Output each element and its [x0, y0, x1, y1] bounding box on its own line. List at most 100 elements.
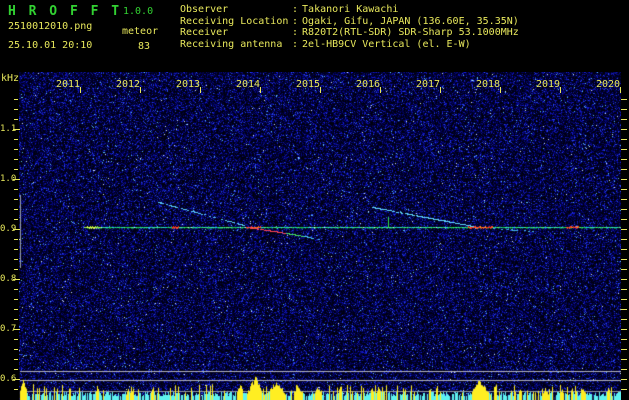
y-axis-tick-minor: [14, 209, 18, 210]
right-axis-tick: [621, 259, 627, 260]
right-axis-tick: [621, 209, 627, 210]
metadata-value: Takanori Kawachi: [302, 4, 399, 15]
y-axis-tick-minor: [14, 99, 18, 100]
station-metadata: Observer: Takanori Kawachi Receiving Locat…: [180, 4, 519, 50]
right-axis-tick: [621, 149, 627, 150]
x-axis-tick: [80, 87, 81, 93]
y-axis-tick-major: [13, 379, 20, 380]
y-axis-tick-minor: [14, 349, 18, 350]
x-axis-tick: [440, 87, 441, 93]
right-axis-tick: [621, 349, 627, 350]
right-axis-tick: [621, 129, 627, 130]
right-axis-tick: [621, 219, 627, 220]
x-axis-label: 2017: [415, 79, 441, 90]
y-axis-tick-major: [13, 229, 20, 230]
x-axis-label: 2012: [115, 79, 141, 90]
metadata-label: Receiving antenna: [180, 38, 283, 50]
x-axis-label: 2020: [595, 79, 621, 90]
x-axis-label: 2016: [355, 79, 381, 90]
right-axis-tick: [621, 289, 627, 290]
y-axis-tick-minor: [14, 149, 18, 150]
y-axis-tick-major: [13, 129, 20, 130]
right-axis-tick: [621, 369, 627, 370]
y-axis-label: 0.9: [0, 224, 17, 234]
y-axis-tick-minor: [14, 189, 18, 190]
metadata-row: Receiving Location: Ogaki, Gifu, JAPAN (1…: [180, 16, 519, 28]
y-axis-label: 1.1: [0, 124, 17, 134]
metadata-colon: :: [292, 38, 299, 50]
x-axis-label: 2011: [55, 79, 81, 90]
right-axis-tick: [621, 329, 627, 330]
y-axis-tick-minor: [14, 169, 18, 170]
metadata-colon: :: [292, 4, 299, 15]
x-axis-tick: [560, 87, 561, 93]
y-axis-tick-major: [13, 179, 20, 180]
y-axis-label: 1.0: [0, 174, 17, 184]
x-axis-tick: [320, 87, 321, 93]
metadata-row: Observer: Takanori Kawachi: [180, 4, 519, 16]
right-axis-tick: [621, 309, 627, 310]
right-axis-tick: [621, 159, 627, 160]
right-axis-tick: [621, 239, 627, 240]
right-axis-tick: [621, 99, 627, 100]
x-axis-tick: [200, 87, 201, 93]
metadata-value: Ogaki, Gifu, JAPAN (136.60E, 35.35N): [302, 15, 519, 27]
mode-label: meteor: [122, 26, 159, 37]
y-axis-tick-minor: [14, 389, 18, 390]
y-axis-tick-minor: [14, 319, 18, 320]
y-axis-tick-minor: [14, 249, 18, 250]
x-axis-label: 2018: [475, 79, 501, 90]
metadata-colon: :: [292, 27, 299, 38]
y-axis-tick-minor: [14, 139, 18, 140]
y-axis-tick-minor: [14, 369, 18, 370]
right-axis-tick: [621, 249, 627, 250]
metadata-label: Receiver: [180, 27, 229, 38]
y-axis-tick-minor: [14, 339, 18, 340]
y-axis-tick-minor: [14, 119, 18, 120]
echo-count: 83: [138, 41, 151, 52]
right-axis-tick: [621, 189, 627, 190]
right-axis-tick: [621, 319, 627, 320]
y-axis-tick-minor: [14, 159, 18, 160]
x-axis-tick: [500, 87, 501, 93]
y-axis-tick-major: [13, 279, 20, 280]
y-axis-tick-minor: [14, 199, 18, 200]
y-axis-tick-minor: [14, 309, 18, 310]
metadata-row: Receiver: R820T2(RTL-SDR) SDR-Sharp 53.10…: [180, 27, 519, 39]
spectrogram-canvas: [19, 72, 621, 400]
right-axis-tick: [621, 139, 627, 140]
y-axis-tick-minor: [14, 299, 18, 300]
right-axis-tick: [621, 299, 627, 300]
right-axis-tick: [621, 179, 627, 180]
x-axis-label: 2015: [295, 79, 321, 90]
metadata-row: Receiving antenna:2el-HB9CV Vertical (el…: [180, 39, 519, 51]
y-axis-unit-label: kHz: [1, 73, 20, 84]
metadata-label: Receiving Location: [180, 15, 289, 27]
right-axis-tick: [621, 119, 627, 120]
y-axis-tick-minor: [14, 239, 18, 240]
x-axis-tick: [380, 87, 381, 93]
observation-timestamp: 25.10.01 20:10: [8, 40, 93, 51]
right-axis-tick: [621, 379, 627, 380]
y-axis-tick-minor: [14, 289, 18, 290]
right-axis-tick: [621, 339, 627, 340]
x-axis-tick: [140, 87, 141, 93]
y-axis-label: 0.6: [0, 374, 17, 384]
x-axis-tick: [260, 87, 261, 93]
metadata-colon: :: [292, 15, 299, 27]
right-axis-tick: [621, 169, 627, 170]
y-axis-label: 0.7: [0, 324, 17, 334]
right-axis-tick: [621, 389, 627, 390]
right-axis-tick: [621, 109, 627, 110]
metadata-value: 2el-HB9CV Vertical (el. E-W): [302, 38, 471, 50]
y-axis-label: 0.8: [0, 274, 17, 284]
right-axis-tick: [621, 269, 627, 270]
metadata-label: Observer: [180, 4, 229, 15]
y-axis-tick-minor: [14, 269, 18, 270]
y-axis-tick-minor: [14, 109, 18, 110]
y-axis-tick-minor: [14, 219, 18, 220]
right-axis-tick: [621, 279, 627, 280]
x-axis-label: 2019: [535, 79, 561, 90]
x-axis-label: 2014: [235, 79, 261, 90]
